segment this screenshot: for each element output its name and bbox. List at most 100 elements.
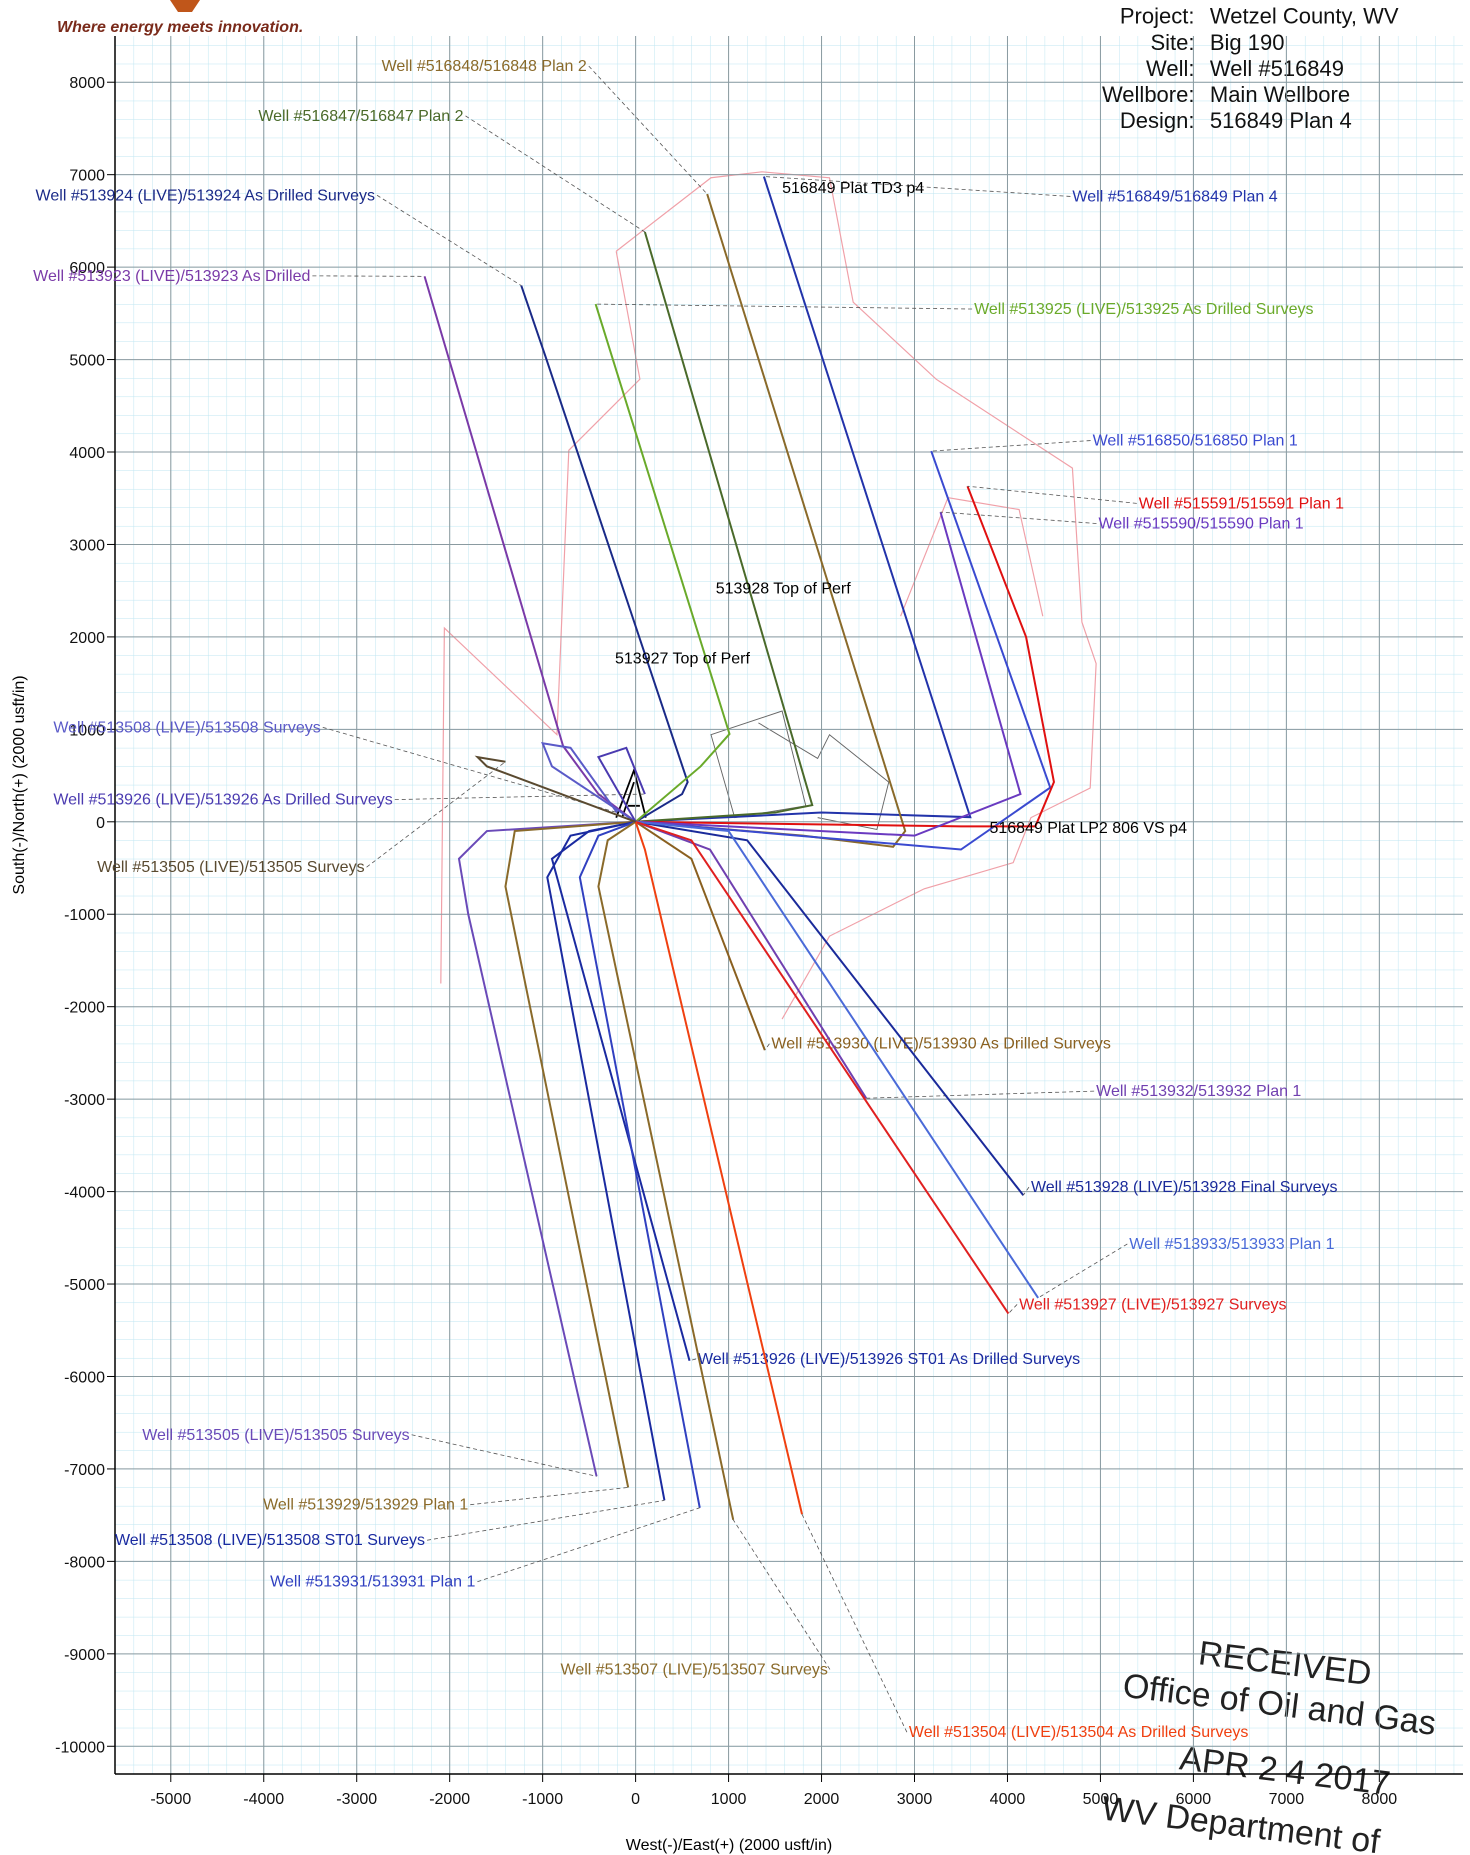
header-label: Wellbore: xyxy=(1102,82,1195,107)
y-tick-label: -8000 xyxy=(64,1554,105,1571)
x-tick-label: -5000 xyxy=(150,1791,191,1808)
well-label: Well #513931/513931 Plan 1 xyxy=(270,1574,475,1591)
y-tick-label: -1000 xyxy=(64,907,105,924)
well-trajectory xyxy=(504,820,636,1488)
y-tick-label: 8000 xyxy=(69,75,105,92)
well-label: Well #513923 (LIVE)/513923 As Drilled xyxy=(33,268,310,285)
logo-tagline: Where energy meets innovation. xyxy=(57,19,303,36)
well-label: Well #513926 (LIVE)/513926 As Drilled Su… xyxy=(53,792,392,809)
well-label: Well #513505 (LIVE)/513505 Surveys xyxy=(97,859,364,876)
leader-line xyxy=(931,440,1091,452)
y-tick-label: -10000 xyxy=(55,1739,105,1756)
well-label: Well #516849/516849 Plan 4 xyxy=(1072,188,1277,205)
well-label: Well #513932/513932 Plan 1 xyxy=(1096,1083,1301,1100)
logo: Where energy meets innovation. xyxy=(57,0,303,36)
well-label: Well #513505 (LIVE)/513505 Surveys xyxy=(142,1427,409,1444)
y-tick-label: -5000 xyxy=(64,1277,105,1294)
leader-line xyxy=(426,1499,665,1541)
well-trajectory xyxy=(541,741,637,823)
x-tick-label: -4000 xyxy=(243,1791,284,1808)
well-label: Well #513933/513933 Plan 1 xyxy=(1129,1236,1334,1253)
well-trajectory xyxy=(635,820,1039,1299)
header-value: Main Wellbore xyxy=(1210,82,1350,107)
y-tick-label: 0 xyxy=(96,815,105,832)
well-label: Well #515590/515590 Plan 1 xyxy=(1098,516,1303,533)
header-value: Wetzel County, WV xyxy=(1210,4,1399,29)
header-label: Project: xyxy=(1120,4,1195,29)
leader-line xyxy=(376,194,522,286)
leader-line xyxy=(312,275,425,277)
well-label: Well #516847/516847 Plan 2 xyxy=(258,108,463,125)
well-label: Well #513929/513929 Plan 1 xyxy=(263,1497,468,1514)
well-trajectory xyxy=(594,303,731,823)
well-trajectory xyxy=(635,450,1052,851)
well-label: Well #515591/515591 Plan 1 xyxy=(1139,495,1344,512)
well-label: Well #516848/516848 Plan 2 xyxy=(382,58,587,75)
leader-line xyxy=(470,1487,629,1506)
leader-line xyxy=(967,485,1137,504)
well-trajectory xyxy=(635,231,814,823)
leader-line xyxy=(465,115,646,233)
well-label: Well #513508 (LIVE)/513508 Surveys xyxy=(53,719,320,736)
y-tick-label: 3000 xyxy=(69,537,105,554)
well-trajectory xyxy=(520,285,689,823)
y-tick-label: -7000 xyxy=(64,1462,105,1479)
well-label: Well #513507 (LIVE)/513507 Surveys xyxy=(561,1661,828,1678)
annotation: 513928 Top of Perf xyxy=(716,581,851,598)
leader-line xyxy=(732,1519,831,1670)
y-tick-label: 6000 xyxy=(69,260,105,277)
x-tick-label: 3000 xyxy=(897,1791,933,1808)
leader-line xyxy=(1037,1243,1128,1299)
x-tick-label: 5000 xyxy=(1083,1791,1119,1808)
x-tick-label: 4000 xyxy=(990,1791,1026,1808)
header-label: Site: xyxy=(1150,30,1194,55)
minor-grid xyxy=(115,36,1463,1774)
leader-line xyxy=(411,1434,597,1477)
well-trajectory xyxy=(457,820,636,1477)
leader-line xyxy=(322,726,618,813)
leader-line xyxy=(764,1043,770,1051)
y-tick-label: -6000 xyxy=(64,1369,105,1386)
well-label: Well #513930 (LIVE)/513930 As Drilled Su… xyxy=(771,1036,1110,1053)
x-tick-label: 0 xyxy=(631,1791,640,1808)
well-trajectory xyxy=(597,820,735,1520)
y-tick-label: -9000 xyxy=(64,1647,105,1664)
leader-line xyxy=(763,176,1071,197)
leader-line xyxy=(801,1514,908,1733)
leader-line xyxy=(1022,1186,1030,1196)
leader-line xyxy=(940,511,1097,524)
well-label: Well #513927 (LIVE)/513927 Surveys xyxy=(1019,1296,1286,1313)
y-tick-label: -3000 xyxy=(64,1092,105,1109)
stamp-line: WV Department of xyxy=(1100,1790,1383,1855)
well-label: Well #513924 (LIVE)/513924 As Drilled Su… xyxy=(36,187,375,204)
well-trajectory xyxy=(634,821,803,1515)
leader-line xyxy=(689,1358,697,1362)
well-label: Well #513928 (LIVE)/513928 Final Surveys xyxy=(1031,1179,1338,1196)
header-value: Well #516849 xyxy=(1210,56,1344,81)
x-tick-label: -2000 xyxy=(429,1791,470,1808)
leader-line xyxy=(588,65,708,195)
well-label: Well #516850/516850 Plan 1 xyxy=(1093,433,1298,450)
header-label: Design: xyxy=(1120,108,1195,133)
y-tick-label: -4000 xyxy=(64,1185,105,1202)
x-tick-label: 8000 xyxy=(1362,1791,1398,1808)
well-trajectory xyxy=(635,176,972,823)
well-trajectory xyxy=(578,820,701,1508)
well-trajectory xyxy=(546,820,666,1501)
y-tick-label: 5000 xyxy=(69,353,105,370)
y-tick-label: -2000 xyxy=(64,1000,105,1017)
x-tick-label: -1000 xyxy=(522,1791,563,1808)
annotation: 516849 Plat TD3 p4 xyxy=(782,180,924,197)
y-tick-label: 7000 xyxy=(69,168,105,185)
header-value: 516849 Plan 4 xyxy=(1210,108,1352,133)
leader-line xyxy=(1008,1304,1018,1314)
well-trajectory xyxy=(635,820,1025,1196)
x-tick-label: 1000 xyxy=(711,1791,747,1808)
well-label: Well #513508 (LIVE)/513508 ST01 Surveys xyxy=(115,1532,425,1549)
well-label: Well #513504 (LIVE)/513504 As Drilled Su… xyxy=(909,1724,1248,1741)
well-label: Well #513926 (LIVE)/513926 ST01 As Drill… xyxy=(698,1351,1080,1368)
well-trajectory xyxy=(596,746,646,823)
x-axis-label: West(-)/East(+) (2000 usft/in) xyxy=(626,1837,832,1854)
